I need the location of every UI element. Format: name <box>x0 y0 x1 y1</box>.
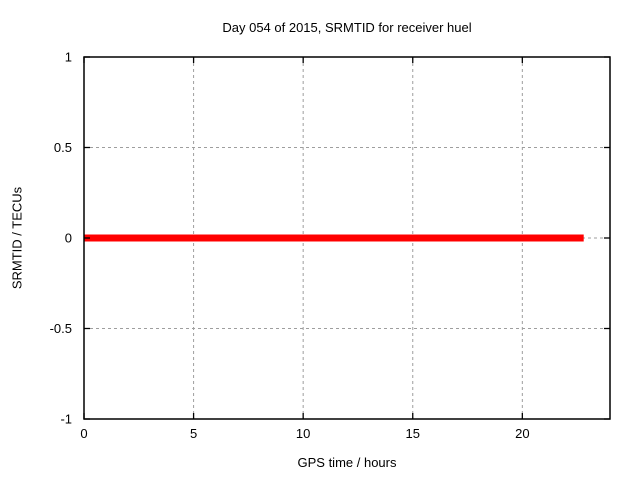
chart-title: Day 054 of 2015, SRMTID for receiver hue… <box>222 20 472 35</box>
x-tick-label: 10 <box>296 426 310 441</box>
x-tick-label: 20 <box>515 426 529 441</box>
x-tick-label: 15 <box>406 426 420 441</box>
y-axis-label: SRMTID / TECUs <box>9 186 25 290</box>
x-axis-label: GPS time / hours <box>297 455 397 470</box>
x-tick-label: 5 <box>190 426 197 441</box>
y-tick-label: 0 <box>65 231 72 246</box>
y-tick-label: 1 <box>65 50 72 65</box>
y-tick-label: 0.5 <box>54 140 72 155</box>
x-tick-label: 0 <box>80 426 87 441</box>
y-tick-label: -1 <box>60 412 72 427</box>
y-tick-label: -0.5 <box>50 321 72 336</box>
